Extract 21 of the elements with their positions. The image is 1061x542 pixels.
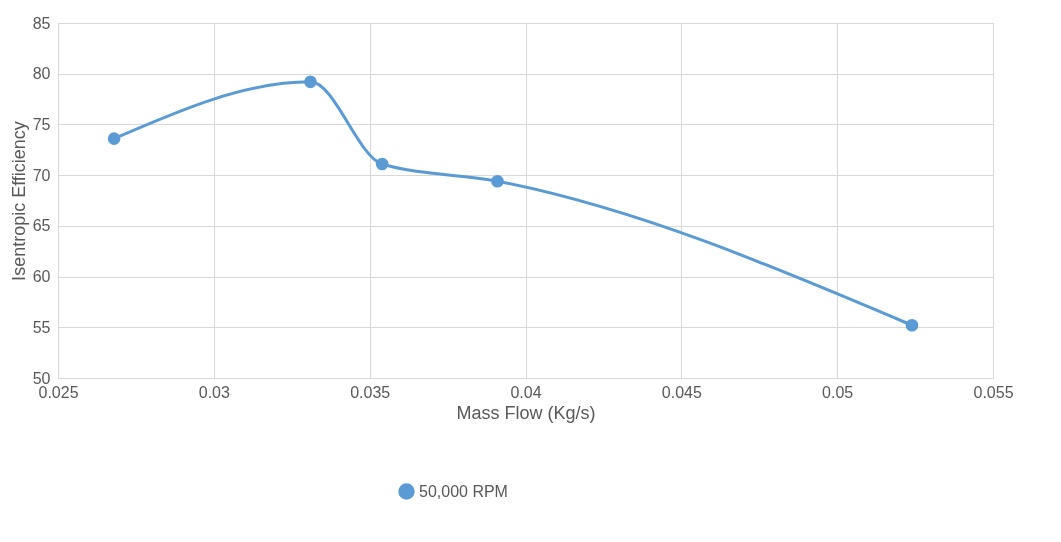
x-axis-title: Mass Flow (Kg/s) (456, 402, 596, 423)
point (375, 157, 389, 171)
point (304, 75, 317, 89)
y-tick-label: 60 (32, 268, 51, 286)
y-tick-label: 70 (32, 166, 51, 184)
y-tick-label: 80 (32, 65, 51, 83)
point (491, 174, 504, 188)
x-tick-label: 0.04 (510, 383, 542, 401)
x-tick-label: 0.05 (822, 383, 854, 401)
y-tick-label: 55 (32, 318, 51, 336)
x-tick-label: 0.03 (198, 383, 231, 401)
x-tick-label: 0.035 (350, 383, 391, 401)
y-tick-label: 75 (32, 115, 51, 133)
x-tick-label: 0.045 (661, 383, 702, 401)
point (107, 132, 121, 145)
y-axis-title: Isentropic Efficiency (8, 121, 29, 281)
legend-label: 50,000 RPM (419, 482, 508, 500)
y-tick-label: 85 (32, 14, 51, 32)
point (905, 318, 919, 332)
x-tick-label: 0.055 (973, 383, 1014, 401)
y-tick-label: 65 (32, 217, 51, 235)
